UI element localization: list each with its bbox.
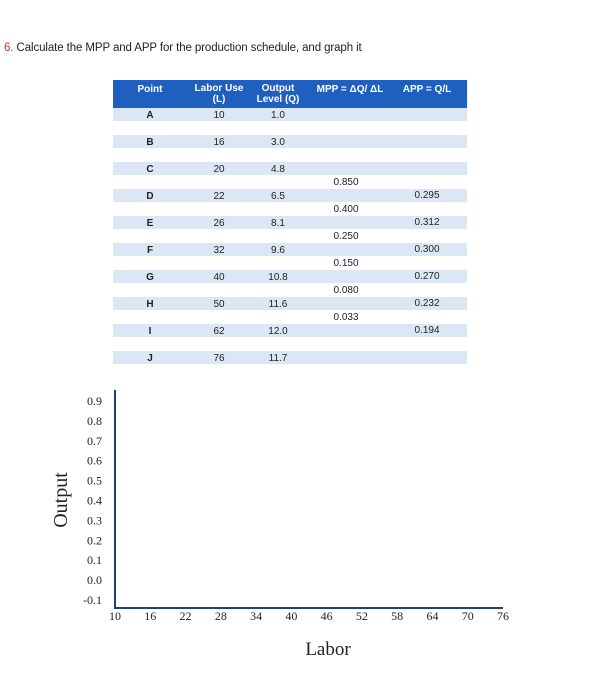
table-cell-output: 11.7 [268,353,288,364]
table-cell-labor: 22 [213,191,225,202]
table-cell-mpp: 0.150 [333,258,359,269]
header-labor-line2: (L) [212,94,226,105]
header-output: Output Level (Q) [253,83,303,105]
table-cell-mpp: 0.850 [333,177,359,188]
table-cell-point: B [146,137,154,148]
production-schedule-table: Point Labor Use (L) Output Level (Q) MPP… [113,80,467,364]
y-tick-label: 0.1 [87,553,102,567]
table-cell-mpp: 0.080 [333,285,359,296]
table-cell-output: 6.5 [271,191,285,202]
question-text: 6. Calculate the MPP and APP for the pro… [4,42,362,54]
table-cell-app: 0.194 [414,325,440,336]
table-cell-labor: 26 [213,218,225,229]
y-axis-label: Output [50,472,72,528]
x-tick-label: 76 [497,609,509,623]
table-cell-labor: 32 [213,245,225,256]
table-cell-output: 8.1 [271,218,285,229]
table-row-band [113,297,467,310]
y-tick-label: 0.9 [87,394,102,408]
table-cell-point: A [146,110,154,121]
header-app: APP = Q/L [402,84,452,95]
table-cell-app: 0.232 [414,298,440,309]
question-body: Calculate the MPP and APP for the produc… [16,42,362,54]
table-cell-point: I [148,326,152,337]
table-row-band [113,216,467,229]
header-mpp: MPP = ΔQ/ ΔL [316,84,384,95]
y-tick-label: 0.0 [87,573,102,587]
table-cell-labor: 40 [213,272,225,283]
table-row-band [113,189,467,202]
y-tick-label: 0.8 [87,414,102,428]
table-cell-output: 1.0 [271,110,285,121]
table-cell-mpp: 0.250 [333,231,359,242]
table-cell-output: 9.6 [271,245,285,256]
x-tick-label: 52 [356,609,368,623]
table-row-band [113,162,467,175]
table-header: Point Labor Use (L) Output Level (Q) MPP… [113,80,467,108]
x-tick-label: 40 [285,609,297,623]
table-row-band [113,243,467,256]
x-tick-label: 16 [144,609,156,623]
header-labor: Labor Use (L) [191,83,247,105]
x-tick-label: 22 [180,609,192,623]
header-labor-line1: Labor Use [194,83,244,94]
table-cell-output: 12.0 [268,326,288,337]
table-cell-app: 0.312 [414,217,440,228]
table-cell-point: F [146,245,154,256]
table-cell-output: 10.8 [268,272,288,283]
table-cell-mpp: 0.400 [333,204,359,215]
table-cell-mpp: 0.033 [333,312,359,323]
table-cell-point: D [146,191,154,202]
y-tick-label: 0.7 [87,434,102,448]
table-row-band [113,270,467,283]
x-tick-label: 46 [321,609,333,623]
table-row-band [113,108,467,121]
x-tick-label: 58 [391,609,403,623]
table-cell-point: E [146,218,154,229]
y-tick-label: -0.1 [83,593,102,607]
x-tick-label: 34 [250,609,262,623]
table-cell-labor: 10 [213,110,225,121]
table-cell-labor: 20 [213,164,225,175]
x-axis-label: Labor [305,639,351,660]
y-tick-label: 0.6 [87,454,102,468]
y-tick-label: 0.2 [87,533,102,547]
table-cell-app: 0.295 [414,190,440,201]
table-cell-labor: 50 [213,299,225,310]
y-tick-label: 0.5 [87,474,102,488]
x-tick-label: 28 [215,609,227,623]
question-number: 6. [4,42,14,54]
header-point: Point [137,84,163,95]
y-tick-label: 0.4 [87,494,102,508]
table-cell-labor: 16 [213,137,225,148]
table-cell-app: 0.300 [414,244,440,255]
table-cell-point: G [146,272,154,283]
table-cell-output: 3.0 [271,137,285,148]
table-row-band [113,324,467,337]
x-tick-label: 10 [109,609,121,623]
header-output-line2: Level (Q) [256,94,300,105]
table-cell-point: C [146,164,154,175]
y-tick-label: 0.3 [87,513,102,527]
x-tick-label: 64 [426,609,438,623]
table-cell-point: J [147,353,153,364]
table-cell-output: 11.6 [268,299,288,310]
table-row-band [113,351,467,364]
x-tick-label: 70 [462,609,474,623]
table-cell-point: H [146,299,154,310]
table-row-band [113,135,467,148]
table-cell-labor: 76 [213,353,225,364]
table-cell-labor: 62 [213,326,225,337]
table-cell-output: 4.8 [271,164,285,175]
header-output-line1: Output [261,83,295,94]
table-cell-app: 0.270 [414,271,440,282]
